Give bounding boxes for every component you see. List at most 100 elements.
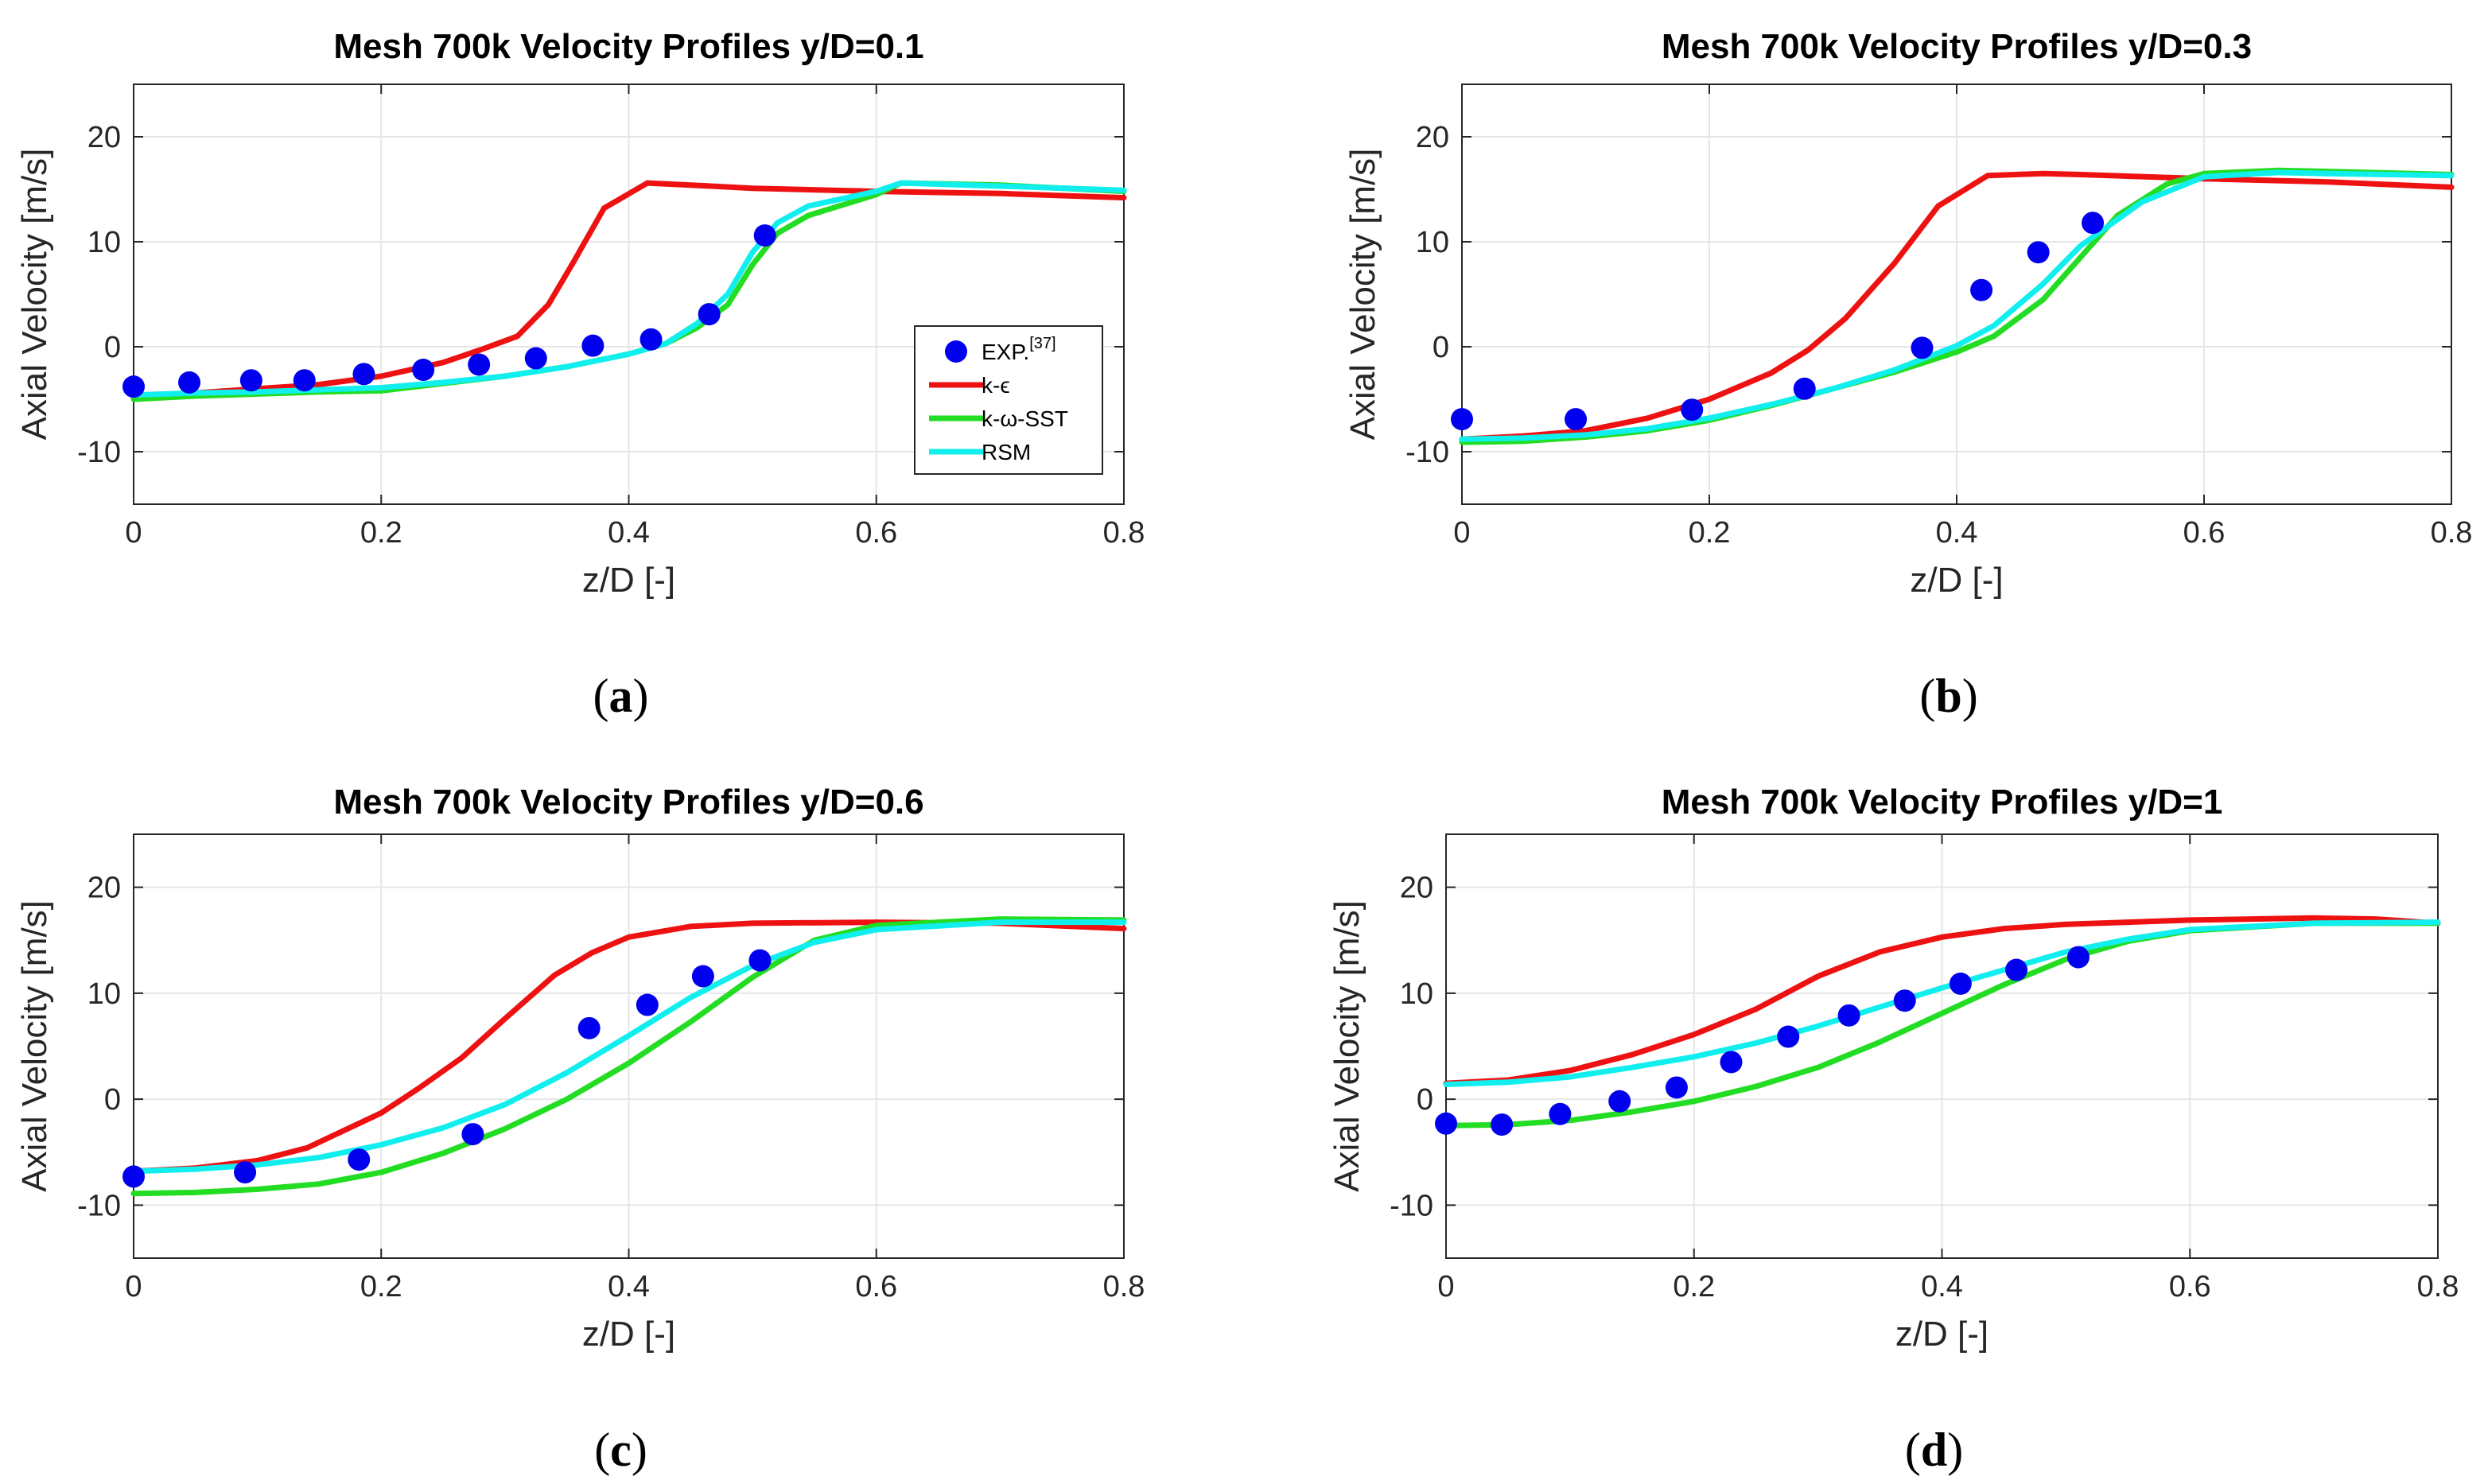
y-tick-label: -10: [77, 1189, 121, 1222]
series-line-ksst: [130, 916, 1127, 1197]
y-tick-label: 10: [87, 226, 121, 259]
legend-label: k-ω-SST: [982, 406, 1068, 431]
y-tick-label: 0: [104, 1083, 121, 1117]
caption-letter: a: [609, 670, 633, 722]
caption-close-paren: ): [632, 1424, 647, 1476]
exp-data-point: [1970, 278, 1993, 301]
series-line-k: [1443, 915, 2441, 1086]
x-tick-label: 0.6: [855, 1270, 897, 1303]
caption-open-paren: (: [1919, 670, 1935, 722]
exp-data-point: [1777, 1025, 1800, 1048]
y-tick-label: 20: [87, 872, 121, 905]
series-line-k: [1459, 170, 2455, 442]
x-tick-label: 0.4: [608, 1270, 650, 1303]
x-tick-label: 0: [125, 516, 142, 550]
panel-caption: (c): [594, 1424, 647, 1476]
exp-data-point: [1435, 1112, 1457, 1135]
exp-data-point: [1949, 972, 1972, 995]
legend-label-text: k-ω-SST: [982, 406, 1068, 431]
chart-title: Mesh 700k Velocity Profiles y/D=1: [1662, 783, 2223, 822]
x-tick-label: 0.4: [1921, 1270, 1963, 1303]
y-tick-label: 20: [1400, 872, 1433, 905]
series-line-k: [130, 919, 1127, 1175]
x-tick-label: 0.4: [608, 516, 650, 550]
exp-data-point: [581, 334, 605, 357]
exp-data-point: [2066, 946, 2090, 969]
panel-caption: (a): [593, 670, 649, 722]
exp-data-point: [2082, 212, 2105, 235]
exp-data-point: [639, 328, 663, 351]
chart-title: Mesh 700k Velocity Profiles y/D=0.1: [333, 27, 923, 66]
exp-data-point: [1837, 1004, 1860, 1027]
y-tick-label: 0: [1433, 331, 1449, 364]
x-tick-label: 0: [1437, 1270, 1454, 1303]
exp-data-point: [753, 224, 776, 247]
exp-data-point: [1793, 377, 1816, 400]
exp-data-point: [1893, 989, 1916, 1012]
y-axis-label: Axial Velocity [m/s]: [15, 149, 54, 441]
caption-letter: b: [1935, 670, 1961, 722]
exp-data-point: [239, 369, 262, 392]
x-tick-label: 0.4: [1936, 516, 1978, 550]
x-tick-label: 0: [125, 1270, 142, 1303]
exp-data-point: [1720, 1051, 1743, 1074]
legend-label-text: EXP.: [982, 340, 1029, 364]
exp-data-point: [234, 1161, 257, 1184]
y-tick-label: -10: [77, 436, 121, 469]
panel-caption: (d): [1905, 1424, 1963, 1476]
exp-data-point: [2005, 958, 2028, 981]
panel-b: 0 0.2 0.4 0.6 0.8 -10 0 10 20 Mesh 700k Velocity …: [1343, 27, 2472, 722]
exp-data-point: [1665, 1076, 1688, 1099]
x-tick-label: 0.8: [2417, 1270, 2459, 1303]
chart-title: Mesh 700k Velocity Profiles y/D=0.3: [1662, 27, 2252, 66]
chart-title: Mesh 700k Velocity Profiles y/D=0.6: [333, 783, 923, 822]
exp-data-point: [122, 1165, 145, 1188]
y-axis-label: Axial Velocity [m/s]: [15, 900, 54, 1192]
x-axis-label: z/D [-]: [582, 561, 675, 600]
legend-label: EXP.[37]: [982, 335, 1056, 364]
y-axis-label: Axial Velocity [m/s]: [1328, 900, 1366, 1192]
x-tick-label: 0.2: [360, 516, 402, 550]
exp-data-point: [2027, 241, 2050, 264]
caption-letter: d: [1921, 1424, 1947, 1476]
panel-d: 0 0.2 0.4 0.6 0.8 -10 0 10 20 Mesh 700k Velocity …: [1328, 783, 2459, 1476]
exp-data-point: [412, 359, 435, 382]
y-tick-label: 0: [104, 331, 121, 364]
legend-marker-exp: [945, 340, 967, 363]
exp-data-point: [748, 949, 772, 972]
caption-close-paren: ): [633, 670, 649, 722]
x-tick-label: 0.2: [360, 1270, 402, 1303]
caption-open-paren: (: [593, 670, 609, 722]
x-tick-label: 0.6: [2169, 1270, 2211, 1303]
exp-data-point: [352, 363, 375, 386]
x-axis-label: z/D [-]: [1895, 1315, 1988, 1354]
x-tick-label: 0: [1453, 516, 1470, 550]
x-tick-label: 0.6: [2183, 516, 2226, 550]
exp-data-point: [468, 353, 491, 376]
y-axis-label: Axial Velocity [m/s]: [1343, 149, 1382, 441]
x-tick-label: 0.8: [1103, 516, 1145, 550]
x-tick-label: 0.2: [1689, 516, 1731, 550]
y-tick-label: 10: [87, 977, 121, 1011]
y-tick-label: 0: [1417, 1083, 1433, 1117]
exp-data-point: [122, 375, 145, 398]
exp-data-point: [1681, 398, 1704, 422]
exp-data-point: [636, 993, 659, 1016]
y-tick-label: 20: [1416, 121, 1449, 154]
exp-data-point: [1608, 1090, 1631, 1113]
exp-data-point: [524, 347, 547, 370]
caption-close-paren: ): [1962, 670, 1978, 722]
exp-data-point: [293, 369, 316, 392]
exp-data-point: [691, 965, 714, 988]
y-tick-label: 20: [87, 121, 121, 154]
exp-data-point: [1491, 1113, 1514, 1136]
panel-caption: (b): [1919, 670, 1977, 722]
exp-data-point: [577, 1016, 601, 1039]
series-line-rsm: [1443, 919, 2441, 1087]
y-tick-label: 10: [1400, 977, 1433, 1011]
legend-superscript: [37]: [1029, 335, 1055, 352]
y-tick-label: 10: [1416, 226, 1449, 259]
legend-label-text: RSM: [982, 440, 1031, 464]
exp-data-point: [348, 1148, 371, 1171]
exp-data-point: [698, 303, 721, 326]
